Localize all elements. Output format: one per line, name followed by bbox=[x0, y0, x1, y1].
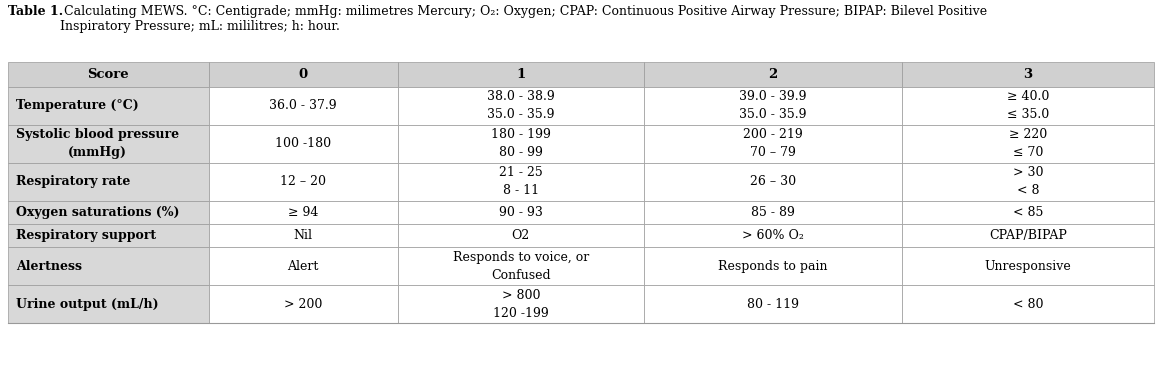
Text: 36.0 - 37.9: 36.0 - 37.9 bbox=[270, 99, 337, 112]
Text: Alert: Alert bbox=[287, 260, 318, 273]
Bar bbox=[208, 163, 397, 201]
Bar bbox=[8, 163, 208, 201]
Bar bbox=[8, 201, 208, 224]
Bar bbox=[397, 201, 644, 224]
Bar bbox=[397, 62, 644, 86]
Bar bbox=[8, 86, 208, 124]
Text: Oxygen saturations (%): Oxygen saturations (%) bbox=[16, 206, 179, 219]
Bar bbox=[902, 124, 1154, 163]
Text: 100 -180: 100 -180 bbox=[275, 137, 331, 150]
Text: Unresponsive: Unresponsive bbox=[984, 260, 1071, 273]
Text: > 30
< 8: > 30 < 8 bbox=[1013, 166, 1043, 197]
Bar bbox=[208, 62, 397, 86]
Bar bbox=[208, 247, 397, 285]
Text: 0: 0 bbox=[299, 68, 308, 81]
Text: 38.0 - 38.9
35.0 - 35.9: 38.0 - 38.9 35.0 - 35.9 bbox=[487, 90, 554, 121]
Text: ≥ 220
≤ 70: ≥ 220 ≤ 70 bbox=[1009, 128, 1047, 159]
Bar bbox=[397, 124, 644, 163]
Bar bbox=[8, 124, 208, 163]
Text: Calculating MEWS. °C: Centigrade; mmHg: milimetres Mercury; O₂: Oxygen; CPAP: Co: Calculating MEWS. °C: Centigrade; mmHg: … bbox=[60, 5, 988, 33]
Text: 3: 3 bbox=[1024, 68, 1033, 81]
Bar bbox=[8, 285, 208, 324]
Bar bbox=[8, 224, 208, 247]
Text: 80 - 119: 80 - 119 bbox=[747, 298, 799, 311]
Text: Responds to pain: Responds to pain bbox=[718, 260, 827, 273]
Bar bbox=[902, 86, 1154, 124]
Text: Respiratory support: Respiratory support bbox=[16, 229, 156, 242]
Bar bbox=[8, 247, 208, 285]
Text: ≥ 94: ≥ 94 bbox=[288, 206, 318, 219]
Bar bbox=[208, 224, 397, 247]
Bar bbox=[208, 285, 397, 324]
Bar bbox=[208, 124, 397, 163]
Text: > 800
120 -199: > 800 120 -199 bbox=[493, 289, 548, 320]
Bar bbox=[902, 224, 1154, 247]
Text: 200 - 219
70 – 79: 200 - 219 70 – 79 bbox=[743, 128, 803, 159]
Bar bbox=[902, 285, 1154, 324]
Bar bbox=[644, 163, 902, 201]
Text: < 80: < 80 bbox=[1013, 298, 1043, 311]
Bar bbox=[644, 201, 902, 224]
Bar bbox=[902, 62, 1154, 86]
Text: 26 – 30: 26 – 30 bbox=[749, 175, 796, 188]
Text: Urine output (mL/h): Urine output (mL/h) bbox=[16, 298, 159, 311]
Text: ≥ 40.0
≤ 35.0: ≥ 40.0 ≤ 35.0 bbox=[1006, 90, 1049, 121]
Text: 1: 1 bbox=[516, 68, 525, 81]
Bar bbox=[644, 247, 902, 285]
Bar bbox=[902, 163, 1154, 201]
Text: < 85: < 85 bbox=[1013, 206, 1043, 219]
Bar bbox=[397, 247, 644, 285]
Bar bbox=[208, 86, 397, 124]
Bar bbox=[644, 285, 902, 324]
Text: Alertness: Alertness bbox=[16, 260, 83, 273]
Bar bbox=[397, 163, 644, 201]
Text: Responds to voice, or
Confused: Responds to voice, or Confused bbox=[453, 251, 589, 282]
Text: Temperature (°C): Temperature (°C) bbox=[16, 99, 138, 112]
Bar bbox=[902, 247, 1154, 285]
Text: Systolic blood pressure
(mmHg): Systolic blood pressure (mmHg) bbox=[16, 128, 179, 159]
Bar bbox=[397, 224, 644, 247]
Text: Table 1.: Table 1. bbox=[8, 5, 63, 18]
Bar bbox=[397, 86, 644, 124]
Text: 180 - 199
80 - 99: 180 - 199 80 - 99 bbox=[490, 128, 551, 159]
Bar bbox=[644, 224, 902, 247]
Text: O2: O2 bbox=[511, 229, 530, 242]
Text: CPAP/BIPAP: CPAP/BIPAP bbox=[989, 229, 1067, 242]
Bar bbox=[644, 124, 902, 163]
Bar bbox=[8, 62, 208, 86]
Text: 39.0 - 39.9
35.0 - 35.9: 39.0 - 39.9 35.0 - 35.9 bbox=[739, 90, 806, 121]
Bar bbox=[902, 201, 1154, 224]
Text: Score: Score bbox=[87, 68, 129, 81]
Text: 85 - 89: 85 - 89 bbox=[751, 206, 795, 219]
Text: 21 - 25
8 - 11: 21 - 25 8 - 11 bbox=[498, 166, 543, 197]
Text: 2: 2 bbox=[768, 68, 777, 81]
Bar bbox=[208, 201, 397, 224]
Text: > 200: > 200 bbox=[284, 298, 322, 311]
Bar bbox=[644, 86, 902, 124]
Text: 90 - 93: 90 - 93 bbox=[498, 206, 543, 219]
Text: 12 – 20: 12 – 20 bbox=[280, 175, 327, 188]
Bar bbox=[644, 62, 902, 86]
Text: > 60% O₂: > 60% O₂ bbox=[743, 229, 804, 242]
Bar bbox=[397, 285, 644, 324]
Text: Respiratory rate: Respiratory rate bbox=[16, 175, 130, 188]
Text: Nil: Nil bbox=[294, 229, 313, 242]
